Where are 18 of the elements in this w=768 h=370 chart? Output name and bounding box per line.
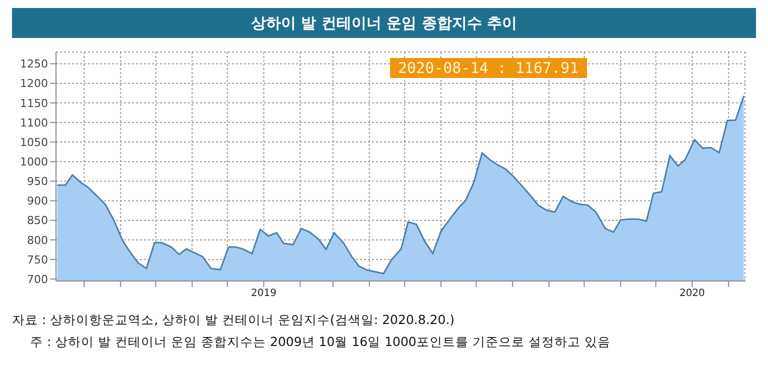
y-tick-label: 700 (27, 272, 48, 286)
text: 주 : 상하이 발 컨테이너 운임 종합지수는 2009년 10월 16일 1000포인트를 기준으로 설정하고 있음 (29, 333, 612, 351)
y-tick-label: 950 (27, 175, 48, 188)
y-tick-label: 750 (27, 253, 48, 266)
y-tick-label: 1200 (20, 77, 48, 90)
y-tick-label: 900 (27, 194, 48, 208)
y-tick-label: 1100 (20, 116, 48, 130)
y-tick-label: 1000 (20, 156, 48, 169)
y-tick-label: 1150 (20, 96, 48, 110)
y-tick-label: 1050 (20, 136, 48, 149)
text: 자료 : 상하이항운교역소, 상하이 발 컨테이너 운임지수(검색일: 2020.8.20.) (11, 311, 456, 329)
y-tick-label: 800 (27, 234, 48, 247)
y-tick-label: 1250 (20, 58, 48, 71)
chart-title: 상하이 발 컨테이너 운임 종합지수 추이 (12, 8, 756, 38)
y-tick-label: 850 (27, 214, 48, 228)
x-tick-label: 2020 (679, 288, 705, 300)
annotation: 2020-08-14 : 1167.91 (390, 58, 587, 78)
x-tick-label: 2019 (251, 288, 276, 300)
